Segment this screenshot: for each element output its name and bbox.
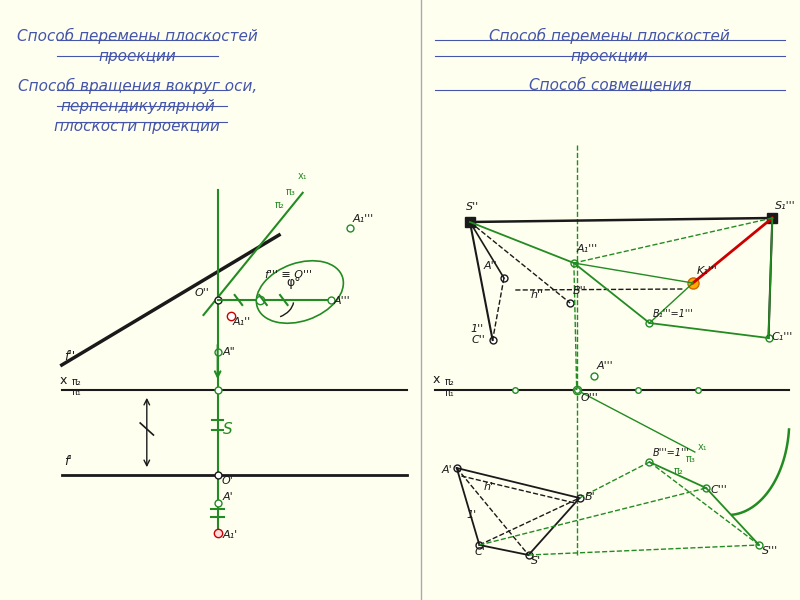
Text: A₁''': A₁''' <box>577 244 598 254</box>
Text: h': h' <box>483 482 493 492</box>
Text: π₂: π₂ <box>71 377 81 387</box>
Text: A': A' <box>442 465 452 475</box>
Text: A'': A'' <box>483 261 497 271</box>
Text: S₁''': S₁''' <box>775 201 796 211</box>
Text: 1': 1' <box>466 510 476 520</box>
Text: O'': O'' <box>195 288 210 298</box>
Text: A": A" <box>222 347 235 357</box>
Text: π₂: π₂ <box>274 200 284 210</box>
Text: π₁: π₁ <box>71 387 81 397</box>
Text: π₃: π₃ <box>286 187 295 197</box>
Text: O''': O''' <box>581 393 598 403</box>
Text: S': S' <box>531 556 542 566</box>
Text: 1'': 1'' <box>471 324 484 334</box>
Text: B': B' <box>584 492 595 502</box>
Text: B'': B'' <box>573 286 586 296</box>
Text: φ°: φ° <box>286 276 302 289</box>
Text: K₁''': K₁''' <box>697 266 718 276</box>
Text: Способ перемены плоскостей
проекции: Способ перемены плоскостей проекции <box>490 28 730 64</box>
Text: f''' ≡ O''': f''' ≡ O''' <box>265 270 312 280</box>
Text: A₁': A₁' <box>222 530 238 540</box>
Text: h'': h'' <box>530 290 543 300</box>
Text: C'': C'' <box>472 335 486 345</box>
Text: f'': f'' <box>64 350 74 363</box>
Text: B₁'''=1''': B₁'''=1''' <box>652 309 693 319</box>
Text: f': f' <box>64 455 71 468</box>
Text: S: S <box>223 422 233 437</box>
Text: C''': C''' <box>711 485 728 495</box>
Text: C': C' <box>474 547 486 557</box>
Text: x₁: x₁ <box>698 442 707 452</box>
Text: A₁''': A₁''' <box>353 214 374 224</box>
Text: Способ совмещения: Способ совмещения <box>529 78 691 93</box>
Text: x: x <box>433 373 441 386</box>
Text: S''': S''' <box>762 546 778 556</box>
Text: π₃: π₃ <box>686 454 695 464</box>
Text: π₂: π₂ <box>445 377 454 387</box>
Text: Способ перемены плоскостей
проекции: Способ перемены плоскостей проекции <box>17 28 258 64</box>
Text: S'': S'' <box>466 202 479 212</box>
Text: C₁''': C₁''' <box>771 332 793 342</box>
Text: x: x <box>60 374 67 387</box>
Text: π₁: π₁ <box>445 388 454 398</box>
Text: A': A' <box>222 492 233 502</box>
Text: Способ вращения вокруг оси,
перпендикулярной
плоскости проекции: Способ вращения вокруг оси, перпендикуля… <box>18 78 257 134</box>
Text: A''': A''' <box>597 361 613 371</box>
Text: O': O' <box>222 476 234 486</box>
Text: B'''=1''': B'''=1''' <box>652 448 689 458</box>
Text: A₁'': A₁'' <box>233 317 251 327</box>
Text: x₁: x₁ <box>298 171 307 181</box>
Text: π₂: π₂ <box>674 466 684 476</box>
Text: A''': A''' <box>334 296 350 306</box>
